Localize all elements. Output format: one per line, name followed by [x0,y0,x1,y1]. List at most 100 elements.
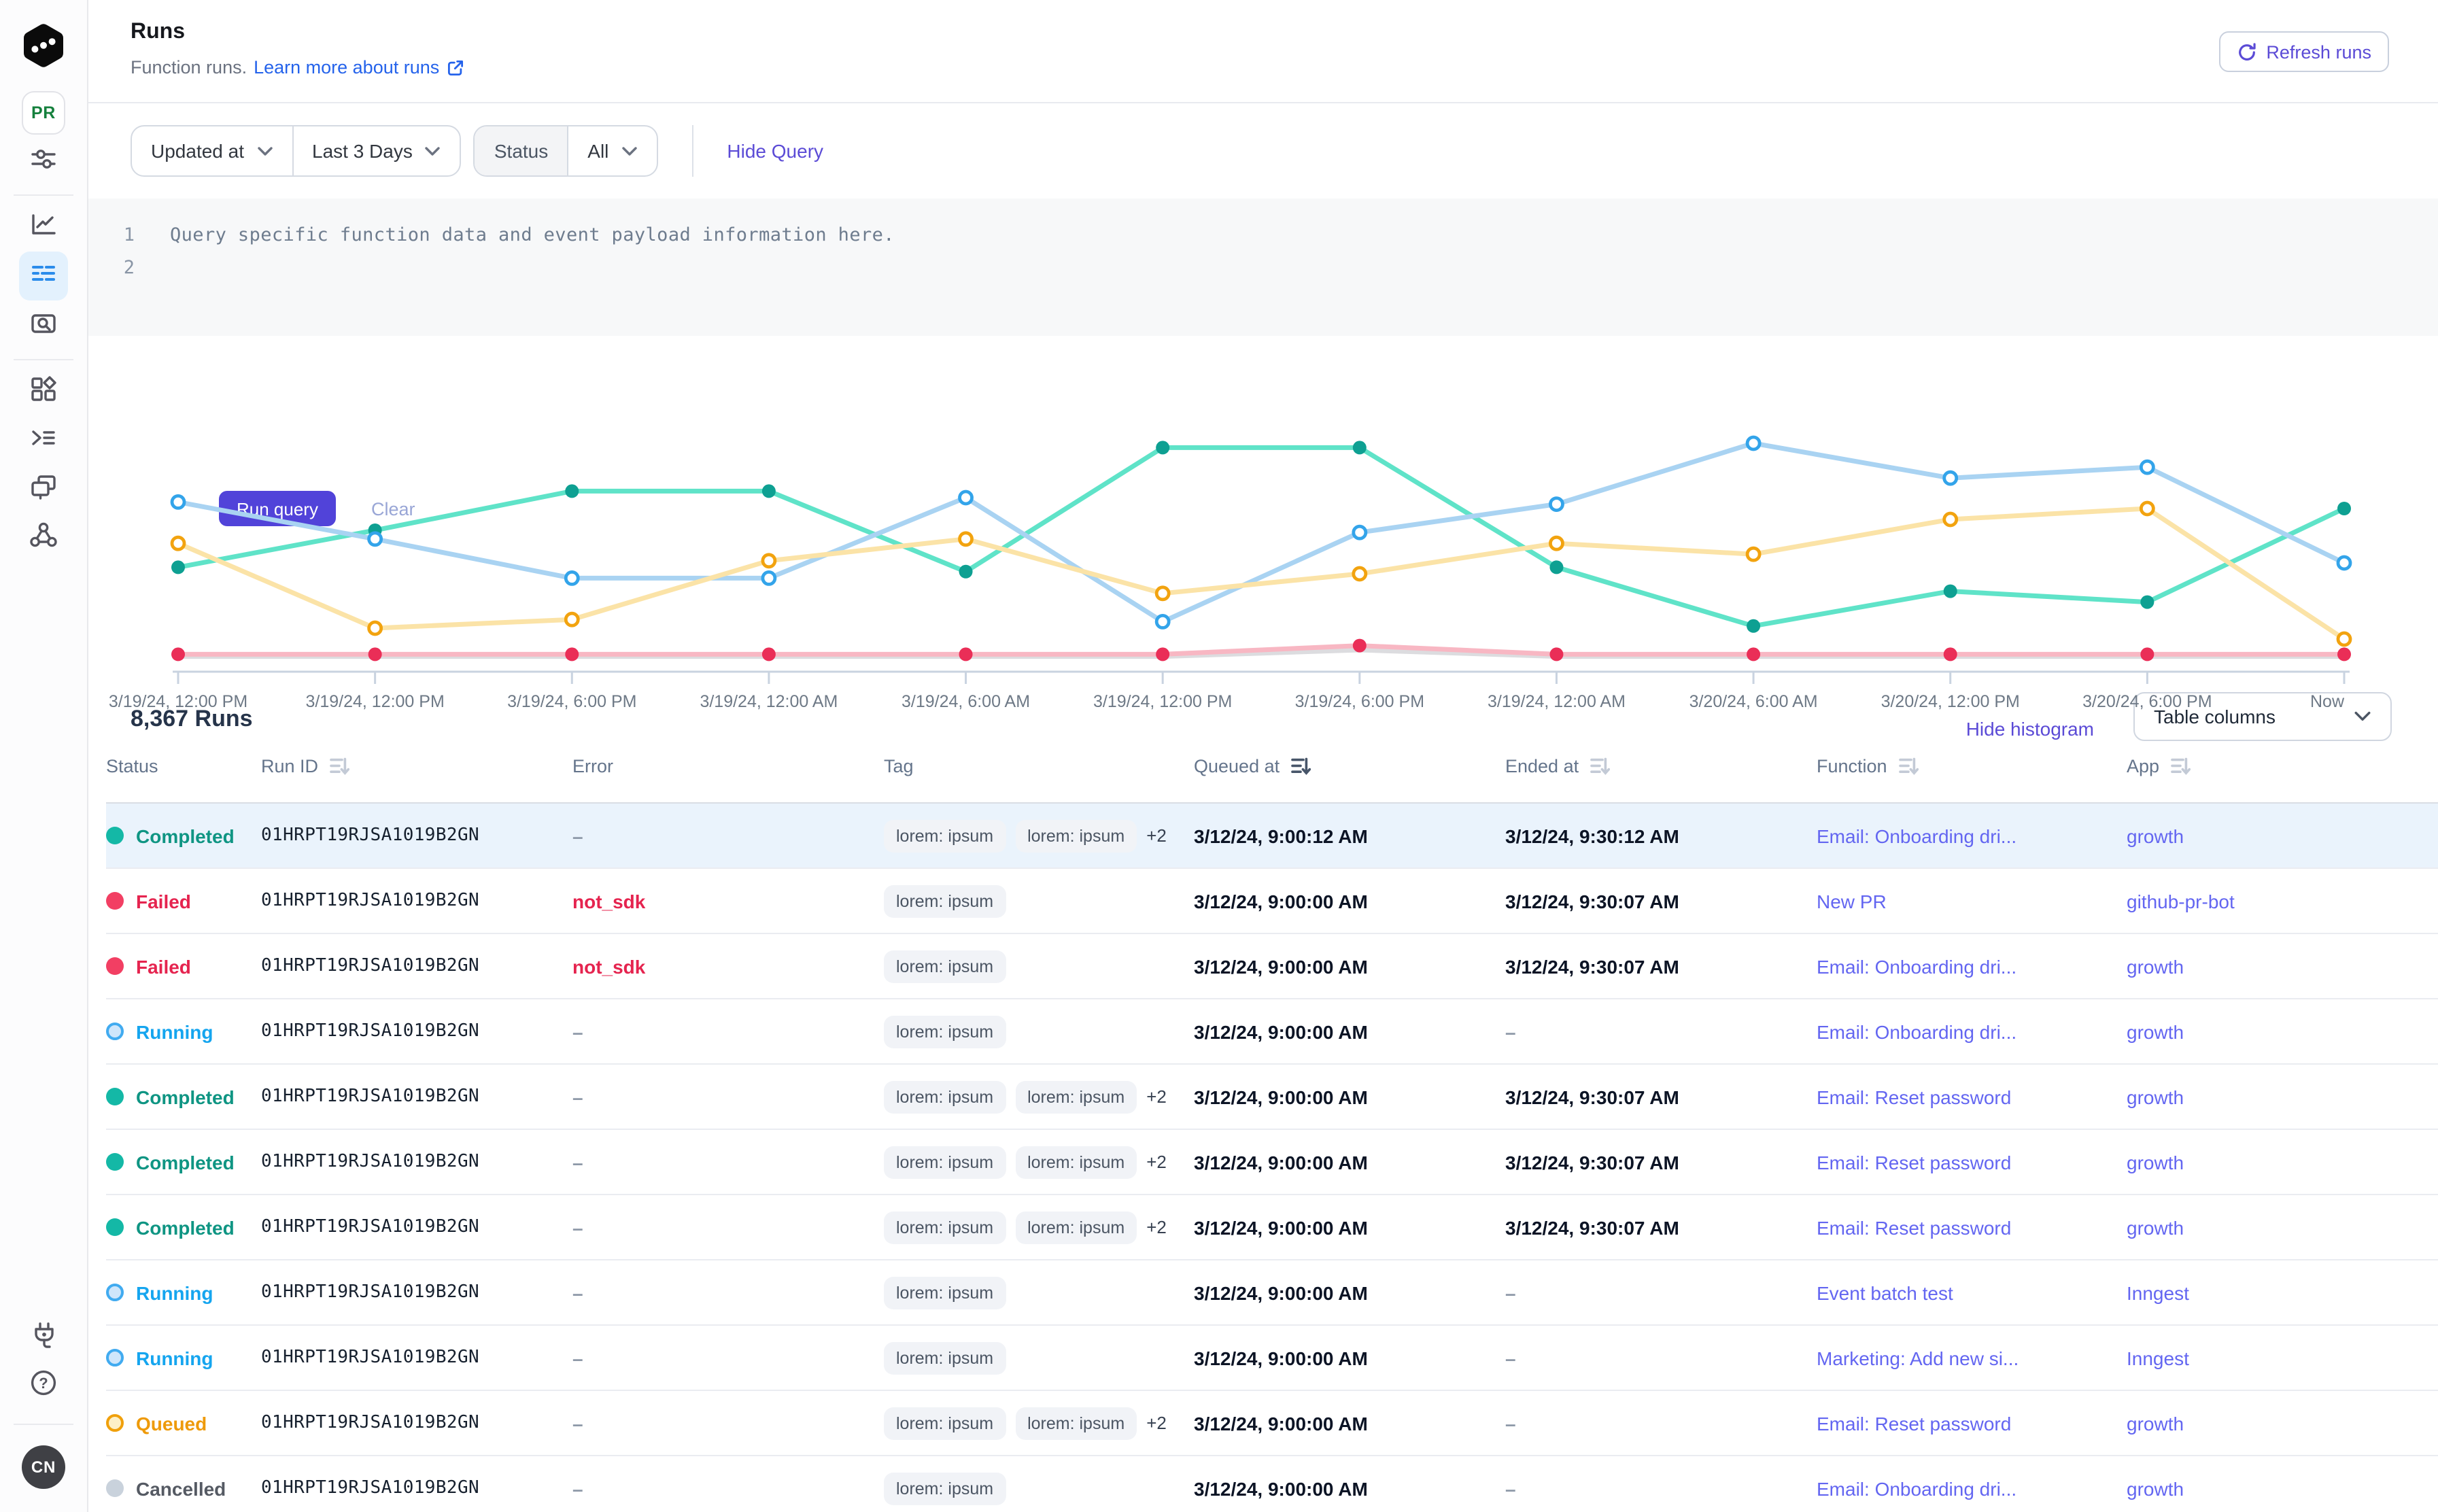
data-point-failed[interactable] [565,647,579,661]
hide-query-link[interactable]: Hide Query [727,140,823,162]
function-link[interactable]: Email: Reset password [1817,1216,2127,1238]
data-point-running[interactable] [960,492,972,504]
data-point-completed[interactable] [1156,441,1169,454]
function-link[interactable]: Email: Reset password [1817,1086,2127,1107]
app-link[interactable]: growth [2127,1216,2438,1238]
app-link[interactable]: growth [2127,825,2438,846]
data-point-failed[interactable] [959,647,973,661]
data-point-queued[interactable] [1354,568,1366,580]
data-point-completed[interactable] [1944,585,1957,598]
table-row[interactable]: Running01HRPT19RJSA1019B2GN–lorem: ipsum… [106,1260,2438,1326]
table-row[interactable]: Completed01HRPT19RJSA1019B2GN–lorem: ips… [106,1065,2438,1130]
table-row[interactable]: Completed01HRPT19RJSA1019B2GN–lorem: ips… [106,804,2438,869]
sidebar-item-runs[interactable] [19,252,68,300]
data-point-failed[interactable] [1156,647,1169,661]
function-link[interactable]: Email: Onboarding dri... [1817,955,2127,977]
function-link[interactable]: New PR [1817,890,2127,912]
data-point-failed[interactable] [2337,647,2351,661]
function-link[interactable]: Email: Onboarding dri... [1817,1477,2127,1499]
data-point-running[interactable] [369,533,381,545]
data-point-running[interactable] [1944,472,1957,484]
data-point-queued[interactable] [1944,513,1957,526]
data-point-completed[interactable] [2337,502,2351,515]
table-row[interactable]: Failed01HRPT19RJSA1019B2GNnot_sdklorem: … [106,934,2438,999]
app-link[interactable]: growth [2127,1020,2438,1042]
column-header-queued-at[interactable]: Queued at [1194,755,1505,776]
data-point-failed[interactable] [171,647,185,661]
function-link[interactable]: Email: Reset password [1817,1151,2127,1173]
refresh-runs-button[interactable]: Refresh runs [2218,31,2389,72]
sidebar-item-apps[interactable] [19,367,68,416]
data-point-running[interactable] [566,572,578,584]
data-point-completed[interactable] [1353,441,1367,454]
sidebar-item-functions[interactable] [19,416,68,465]
data-point-completed[interactable] [1549,560,1563,574]
data-point-running[interactable] [1550,498,1562,511]
function-link[interactable]: Email: Onboarding dri... [1817,1020,2127,1042]
app-link[interactable]: growth [2127,1412,2438,1434]
data-point-queued[interactable] [1156,587,1169,600]
data-point-queued[interactable] [566,613,578,625]
data-point-queued[interactable] [369,622,381,634]
function-link[interactable]: Event batch test [1817,1282,2127,1303]
data-point-completed[interactable] [1747,619,1760,633]
table-row[interactable]: Queued01HRPT19RJSA1019B2GN–lorem: ipsuml… [106,1391,2438,1456]
data-point-queued[interactable] [1747,548,1759,560]
query-editor[interactable]: 1 Query specific function data and event… [88,199,2438,336]
data-point-completed[interactable] [2140,596,2154,609]
data-point-failed[interactable] [2140,647,2154,661]
function-link[interactable]: Email: Reset password [1817,1412,2127,1434]
data-point-queued[interactable] [960,533,972,545]
status-filter-dropdown[interactable]: All [568,126,656,175]
sidebar-item-deploys[interactable] [19,465,68,514]
sidebar-item-metrics[interactable] [19,203,68,252]
data-point-completed[interactable] [762,484,776,498]
data-point-queued[interactable] [2141,502,2153,515]
table-row[interactable]: Failed01HRPT19RJSA1019B2GNnot_sdklorem: … [106,869,2438,934]
user-avatar[interactable]: CN [22,1445,65,1489]
data-point-running[interactable] [2338,557,2350,569]
app-link[interactable]: growth [2127,955,2438,977]
app-link[interactable]: github-pr-bot [2127,890,2438,912]
data-point-running[interactable] [1747,437,1759,449]
data-point-running[interactable] [2141,461,2153,473]
learn-more-link[interactable]: Learn more about runs [254,57,465,78]
app-link[interactable]: Inngest [2127,1282,2438,1303]
table-row[interactable]: Running01HRPT19RJSA1019B2GN–lorem: ipsum… [106,1326,2438,1391]
sidebar-item-integrations[interactable] [19,1313,68,1362]
data-point-failed[interactable] [1747,647,1760,661]
data-point-failed[interactable] [762,647,776,661]
table-row[interactable]: Completed01HRPT19RJSA1019B2GN–lorem: ips… [106,1130,2438,1195]
sidebar-item-webhooks[interactable] [19,513,68,562]
time-range-dropdown[interactable]: Last 3 Days [292,126,460,175]
data-point-queued[interactable] [763,555,775,567]
data-point-running[interactable] [1156,615,1169,628]
column-header-function[interactable]: Function [1817,755,2127,776]
app-link[interactable]: growth [2127,1086,2438,1107]
data-point-completed[interactable] [171,560,185,574]
app-link[interactable]: growth [2127,1151,2438,1173]
column-header-app[interactable]: App [2127,755,2438,776]
data-point-queued[interactable] [1550,537,1562,549]
data-point-completed[interactable] [565,484,579,498]
app-link[interactable]: growth [2127,1477,2438,1499]
data-point-failed[interactable] [1944,647,1957,661]
data-point-queued[interactable] [2338,633,2350,645]
inngest-logo[interactable] [22,23,65,68]
column-header-run-id[interactable]: Run ID [261,755,572,776]
table-row[interactable]: Completed01HRPT19RJSA1019B2GN–lorem: ips… [106,1195,2438,1260]
sidebar-item-event-search[interactable] [19,302,68,351]
data-point-failed[interactable] [1549,647,1563,661]
data-point-failed[interactable] [368,647,382,661]
data-point-running[interactable] [1354,526,1366,538]
function-link[interactable]: Email: Onboarding dri... [1817,825,2127,846]
time-field-dropdown[interactable]: Updated at [132,126,292,175]
data-point-completed[interactable] [959,565,973,579]
environment-badge[interactable]: PR [22,91,65,135]
sidebar-item-help[interactable]: ? [19,1361,68,1410]
data-point-running[interactable] [172,496,184,508]
table-row[interactable]: Running01HRPT19RJSA1019B2GN–lorem: ipsum… [106,999,2438,1065]
column-header-ended-at[interactable]: Ended at [1505,755,1817,776]
function-link[interactable]: Marketing: Add new si... [1817,1347,2127,1369]
data-point-failed[interactable] [1353,639,1367,653]
